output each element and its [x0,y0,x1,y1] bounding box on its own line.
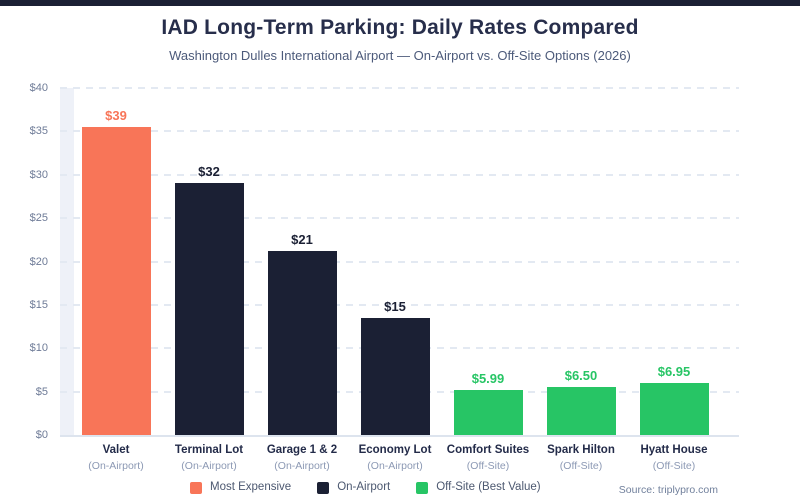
top-accent-strip [0,0,800,6]
bar-valet [81,127,151,435]
legend-item: Off-Site (Best Value) [416,481,541,494]
value-label-garage-1-2: $21 [291,232,313,247]
gridline [60,173,739,176]
bar-hyatt-house [639,383,709,435]
category-label-comfort-suites: Comfort Suites [446,444,530,456]
category-label-hyatt-house: Hyatt House [640,444,708,456]
gridline [60,87,739,89]
legend-label: On-Airport [337,481,391,493]
value-label-terminal-lot: $32 [198,164,220,179]
category-label-spark-hilton: Spark Hilton [547,444,615,456]
category-sublabel-comfort-suites: (Off-Site) [466,460,510,472]
legend-swatch-icon [416,481,429,494]
category-label-garage-1-2: Garage 1 & 2 [266,444,338,456]
gridline [60,217,739,220]
y-axis-tick-label: $40 [29,82,48,94]
legend: Most Expensive On-Airport Off-Site (Best V… [190,480,541,495]
legend-item: On-Airport [317,481,390,494]
y-axis-tick-label: $20 [29,255,48,268]
category-label-valet: Valet [102,444,130,456]
y-axis-tick-label: $25 [29,212,48,225]
legend-swatch-icon [190,481,202,494]
bar-spark-hilton [546,387,616,435]
bar-economy-lot [360,318,430,435]
value-label-economy-lot: $15 [384,299,406,314]
category-label-economy-lot: Economy Lot [358,444,432,456]
gridline [60,303,739,306]
value-label-comfort-suites: $5.99 [471,371,505,386]
y-axis-tick-label: $5 [35,385,48,398]
chart-title: IAD Long-Term Parking: Daily Rates Compa… [161,16,639,39]
bar-comfort-suites [453,390,523,435]
y-axis-tick-label: $0 [35,429,48,441]
gridline [60,130,739,133]
category-sublabel-garage-1-2: (On-Airport) [274,460,330,472]
chart-subtitle: Washington Dulles International Airport … [169,48,631,63]
value-label-valet: $39 [105,108,127,123]
category-sublabel-terminal-lot: (On-Airport) [181,460,237,472]
legend-swatch-icon [317,481,330,494]
category-sublabel-valet: (On-Airport) [88,460,144,472]
gridline [60,260,739,263]
value-label-hyatt-house: $6.95 [657,364,691,379]
legend-label: Most Expensive [210,481,292,493]
category-label-terminal-lot: Terminal Lot [174,444,244,456]
y-axis-tick-label: $15 [29,298,48,311]
legend-item: Most Expensive [190,481,291,494]
x-axis-baseline [60,435,739,437]
category-sublabel-economy-lot: (On-Airport) [367,460,423,472]
y-axis-tick-label: $30 [29,168,48,181]
category-sublabel-spark-hilton: (Off-Site) [559,460,603,472]
value-label-spark-hilton: $6.50 [564,368,598,383]
y-axis-tick-label: $35 [29,125,48,138]
source-note: Source: triplypro.com [618,484,718,496]
bar-garage-1-2 [267,251,337,435]
bar-terminal-lot [174,183,244,435]
legend-label: Off-Site (Best Value) [436,481,541,493]
category-sublabel-hyatt-house: (Off-Site) [652,460,696,472]
y-axis-tick-label: $10 [29,342,48,355]
